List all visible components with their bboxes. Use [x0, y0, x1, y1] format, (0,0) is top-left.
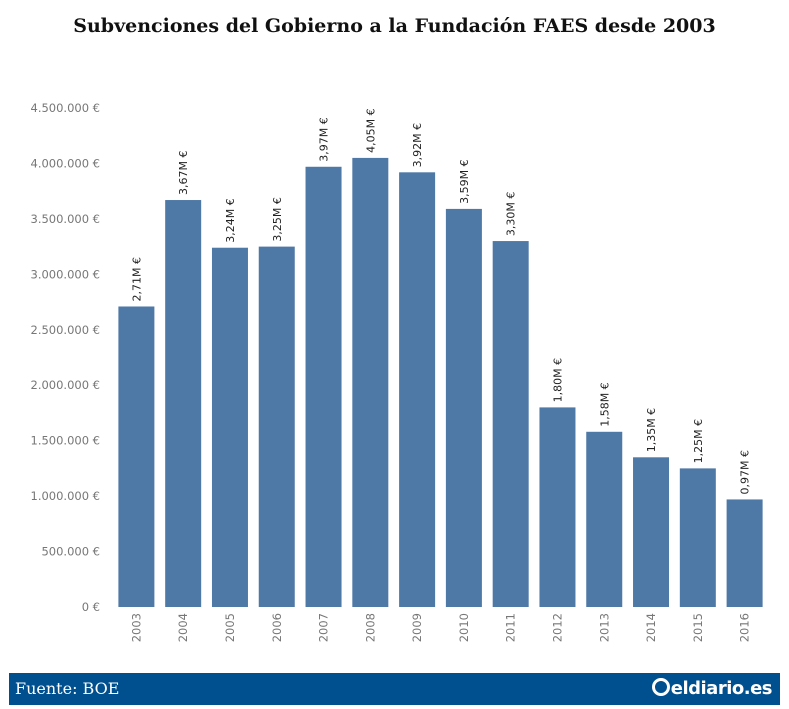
bar [633, 457, 670, 607]
bar [539, 407, 576, 607]
bar [258, 246, 295, 607]
y-tick-label: 2.500.000 € [31, 323, 101, 337]
x-tick-label: 2010 [457, 613, 471, 642]
bar [305, 166, 342, 607]
bar-chart: 0 € 500.000 € 1.000.000 € 1.500.000 € 2.000.… [31, 101, 763, 642]
bar-data-label: 3,59M € [458, 159, 471, 203]
x-tick-label: 2007 [317, 613, 331, 642]
bar-data-label: 1,80M € [551, 358, 564, 402]
y-tick-label: 1.000.000 € [31, 489, 101, 503]
bar [352, 157, 389, 607]
bar [211, 247, 248, 607]
logo-ring-icon [651, 678, 670, 696]
bar-data-label: 1,35M € [645, 408, 658, 452]
bar-data-label: 3,67M € [177, 151, 190, 195]
x-tick-label: 2003 [129, 613, 143, 642]
bar [445, 208, 482, 608]
bar [399, 172, 436, 607]
y-tick-label: 1.500.000 € [31, 434, 101, 448]
footer-bar: Fuente: BOE eldiario.es [9, 673, 780, 705]
source-label: Fuente: BOE [15, 679, 120, 698]
chart-title: Subvenciones del Gobierno a la Fundación… [73, 15, 716, 37]
y-tick-label: 500.000 € [41, 545, 100, 559]
x-tick-label: 2011 [504, 613, 518, 642]
bar-data-label: 3,30M € [505, 192, 518, 236]
y-tick-label: 3.500.000 € [31, 212, 101, 226]
bar-data-label: 2,71M € [130, 257, 143, 301]
y-tick-label: 4.000.000 € [31, 156, 101, 170]
brand-name: eldiario.es [670, 678, 773, 699]
x-tick-label: 2009 [410, 613, 424, 642]
x-tick-label: 2016 [738, 613, 752, 642]
bar-data-label: 0,97M € [739, 450, 752, 494]
x-tick-label: 2015 [691, 613, 705, 642]
bar [726, 499, 763, 607]
bar [492, 241, 529, 608]
brand-logo[interactable]: eldiario.es [651, 678, 773, 699]
x-tick-label: 2006 [270, 613, 284, 642]
bar-data-label: 3,25M € [271, 197, 284, 241]
y-tick-label: 2.000.000 € [31, 378, 101, 392]
bar [586, 431, 623, 607]
x-tick-label: 2012 [550, 613, 564, 642]
bar-data-label: 3,24M € [224, 198, 237, 242]
bar-data-label: 3,92M € [411, 123, 424, 167]
y-tick-label: 4.500.000 € [31, 101, 101, 115]
bar-data-label: 1,25M € [692, 419, 705, 463]
bar [118, 306, 155, 607]
x-tick-label: 2008 [363, 613, 377, 642]
bar [679, 468, 716, 607]
bar [165, 200, 202, 607]
bar-data-label: 3,97M € [318, 117, 331, 161]
x-tick-label: 2013 [597, 613, 611, 642]
y-tick-label: 3.000.000 € [31, 267, 101, 281]
x-tick-label: 2014 [644, 613, 658, 642]
bar-data-label: 4,05M € [364, 108, 377, 152]
x-tick-label: 2005 [223, 613, 237, 642]
x-tick-label: 2004 [176, 613, 190, 642]
y-tick-label: 0 € [82, 600, 100, 614]
bar-data-label: 1,58M € [598, 382, 611, 426]
